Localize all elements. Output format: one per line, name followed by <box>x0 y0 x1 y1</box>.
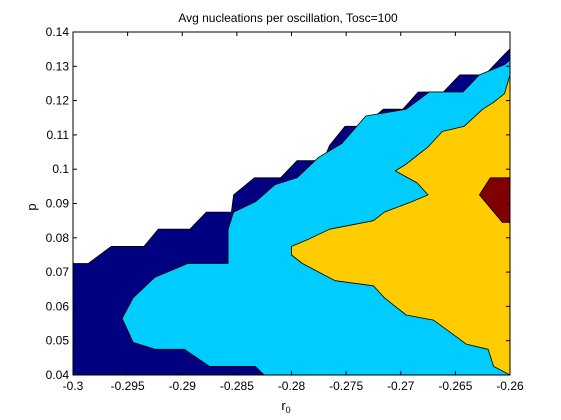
x-axis-label-main: r <box>281 398 286 413</box>
x-axis-label-subscript: 0 <box>286 405 291 415</box>
y-tick-label: 0.08 <box>46 231 70 245</box>
y-tick-label: 0.04 <box>46 368 70 382</box>
x-tick-label: -0.265 <box>438 379 472 393</box>
y-tick-label: 0.09 <box>46 197 70 211</box>
y-tick-label: 0.13 <box>46 59 70 73</box>
chart-title: Avg nucleations per oscillation, Tosc=10… <box>178 11 398 25</box>
plot-area-border <box>72 31 511 376</box>
x-tick-label: -0.27 <box>387 379 415 393</box>
y-tick-label: 0.1 <box>52 162 69 176</box>
y-tick-label: 0.06 <box>46 299 70 313</box>
y-tick-labels: 0.04 0.05 0.06 0.07 0.08 0.09 0.1 0.11 0.12 0.13 0… <box>46 25 70 382</box>
x-axis-label: r0 <box>281 398 290 415</box>
y-tick-label: 0.12 <box>46 94 70 108</box>
contour-regions <box>72 32 511 376</box>
x-tick-label: -0.275 <box>329 379 363 393</box>
y-tick-label: 0.07 <box>46 265 70 279</box>
x-tick-label: -0.26 <box>496 379 524 393</box>
x-tick-label: -0.285 <box>220 379 254 393</box>
x-tick-label: -0.295 <box>111 379 145 393</box>
contour-region-level3 <box>291 74 511 376</box>
x-tick-label: -0.3 <box>63 379 84 393</box>
y-tick-label: 0.14 <box>46 25 70 39</box>
y-tick-label: 0.05 <box>46 334 70 348</box>
x-tick-label: -0.29 <box>169 379 197 393</box>
y-axis-label: p <box>24 203 39 210</box>
x-tick-label: -0.28 <box>278 379 306 393</box>
x-tick-labels: -0.3 -0.295 -0.29 -0.285 -0.28 -0.275 -0.27 -0.… <box>63 379 524 393</box>
y-tick-label: 0.11 <box>47 128 70 142</box>
